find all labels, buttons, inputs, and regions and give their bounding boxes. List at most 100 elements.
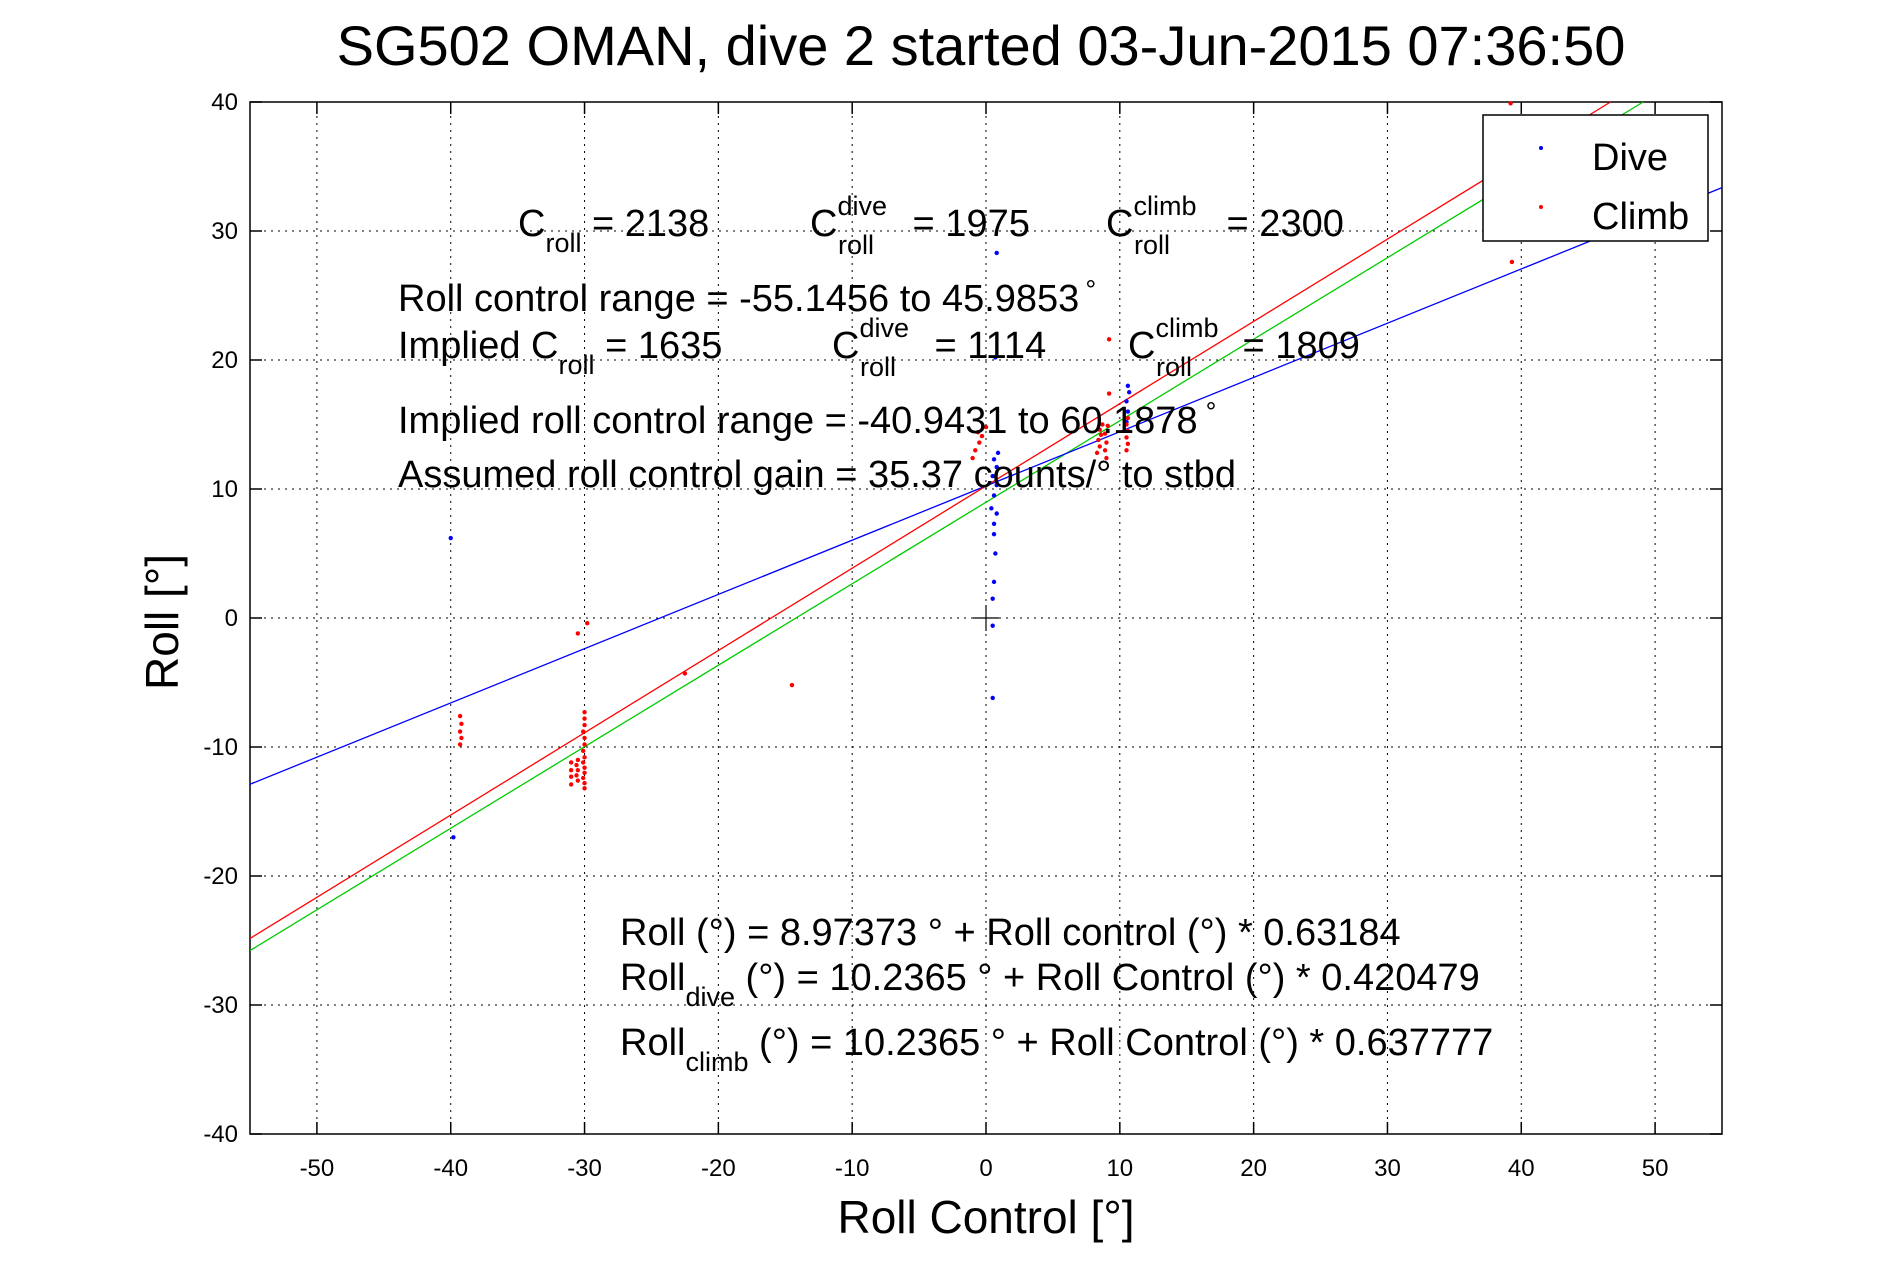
- annotation-c-climb: Cclimb roll = 2300: [1106, 191, 1344, 260]
- implied-c-climb: Cclimb roll = 1809: [1128, 313, 1360, 382]
- x-tick-label: -30: [567, 1155, 602, 1182]
- fit-line-climb: [249, 101, 1611, 940]
- x-tick-label: -50: [300, 1155, 335, 1182]
- c-roll-letter: C: [518, 203, 545, 245]
- point-climb: [1094, 450, 1100, 456]
- point-climb: [575, 757, 581, 763]
- fit-dive-rest: (°) = 10.2365 ° + Roll Control (°) * 0.4…: [735, 957, 1480, 999]
- implied-c-roll: Implied Croll = 1635: [398, 325, 722, 380]
- x-tick-label: 20: [1240, 1155, 1267, 1182]
- c-dive-sup: dive: [837, 191, 887, 221]
- annotation-c-dive: Cdive roll = 1975: [810, 191, 1030, 260]
- point-dive: [990, 623, 995, 628]
- point-dive: [990, 596, 995, 601]
- point-climb: [1100, 422, 1105, 427]
- y-tick-label: -30: [203, 992, 238, 1019]
- point-climb: [1102, 431, 1108, 436]
- chart-title: SG502 OMAN, dive 2 started 03-Jun-2015 0…: [337, 14, 1626, 77]
- point-climb: [574, 762, 579, 768]
- point-climb: [575, 778, 581, 783]
- fit-lines: [249, 101, 1723, 952]
- c-climb-letter: C: [1106, 203, 1133, 245]
- y-tick-label: 40: [211, 89, 238, 116]
- point-dive: [991, 457, 997, 462]
- point-climb: [582, 716, 587, 721]
- c-climb-value: = 2300: [1216, 203, 1344, 245]
- implied-c-climb-letter: C: [1128, 325, 1155, 367]
- c-dive-letter: C: [810, 203, 837, 245]
- point-dive: [991, 579, 997, 585]
- point-climb: [575, 768, 581, 773]
- annotation-c-roll-line: Croll = 2138: [518, 203, 709, 258]
- point-climb: [1106, 391, 1112, 396]
- y-tick-label: 10: [211, 476, 238, 503]
- point-climb: [581, 748, 586, 754]
- c-dive-sub: roll: [838, 230, 874, 260]
- x-tick-label: -20: [701, 1155, 736, 1182]
- legend-box: [1482, 114, 1709, 242]
- point-climb: [568, 768, 574, 773]
- fit-line-all: [249, 101, 1644, 952]
- point-dive: [1125, 383, 1131, 388]
- point-climb: [1106, 337, 1112, 342]
- assumed-gain: Assumed roll control gain = 35.37 counts…: [398, 454, 1236, 496]
- y-tick-label: -20: [203, 863, 238, 890]
- point-climb: [581, 729, 586, 734]
- x-tick-labels: -50 -40 -30 -20 -10 0 10 20 30 40 50: [300, 1155, 1669, 1182]
- point-climb: [582, 780, 587, 786]
- roll-control-range: Roll control range = -55.1456 to 45.9853…: [398, 275, 1096, 320]
- fit-equation-all: Roll (°) = 8.97373 ° + Roll control (°) …: [620, 912, 1401, 954]
- point-climb: [983, 424, 989, 430]
- implied-range: Implied roll control range = -40.9431 to…: [398, 397, 1216, 442]
- legend-climb-label: Climb: [1592, 196, 1689, 238]
- point-climb: [1125, 415, 1131, 421]
- point-dive: [994, 250, 999, 256]
- point-climb: [1098, 432, 1104, 438]
- y-axis-label: Roll [°]: [136, 554, 188, 690]
- point-climb: [459, 735, 464, 741]
- y-tick-label: 30: [211, 218, 238, 245]
- x-axis-label: Roll Control [°]: [837, 1191, 1134, 1243]
- point-climb: [1102, 448, 1108, 453]
- c-dive-value: = 1975: [902, 203, 1030, 245]
- fit-equation-climb: Rollclimb (°) = 10.2365 ° + Roll Control…: [620, 1022, 1493, 1077]
- point-climb: [970, 455, 975, 461]
- point-dive: [994, 511, 999, 516]
- point-climb: [581, 760, 586, 765]
- point-dive: [995, 450, 1001, 456]
- x-tick-label: -10: [835, 1155, 870, 1182]
- point-climb: [568, 782, 574, 787]
- point-dive: [990, 473, 995, 479]
- x-tick-label: 0: [979, 1155, 992, 1182]
- point-climb: [582, 735, 587, 741]
- axis-ticks: [250, 101, 1722, 1135]
- point-climb: [1509, 259, 1515, 265]
- point-dive: [991, 521, 997, 527]
- point-climb: [1124, 435, 1129, 440]
- fit-climb-sub: climb: [685, 1047, 748, 1077]
- point-dive: [993, 355, 998, 360]
- point-dive: [991, 531, 997, 537]
- point-climb: [1104, 455, 1109, 461]
- point-climb: [582, 709, 587, 715]
- implied-c-roll-sub: roll: [559, 350, 595, 380]
- fit-equation-dive: Rolldive (°) = 10.2365 ° + Roll Control …: [620, 957, 1480, 1012]
- point-climb: [581, 775, 586, 781]
- point-climb: [1125, 441, 1131, 447]
- point-climb: [459, 721, 464, 726]
- implied-c-dive-letter: C: [832, 325, 859, 367]
- legend-dive-marker: [1539, 146, 1543, 150]
- point-climb: [568, 760, 574, 765]
- point-climb: [574, 773, 579, 778]
- point-climb: [977, 440, 982, 445]
- point-climb: [789, 682, 795, 688]
- legend-dive-label: Dive: [1592, 137, 1668, 179]
- point-climb: [975, 430, 981, 435]
- point-dive: [990, 695, 995, 701]
- x-tick-label: 30: [1374, 1155, 1401, 1182]
- fit-dive-prefix: Roll: [620, 957, 685, 999]
- point-climb: [568, 774, 574, 779]
- point-climb: [973, 448, 978, 453]
- legend: Dive Climb: [1482, 114, 1709, 242]
